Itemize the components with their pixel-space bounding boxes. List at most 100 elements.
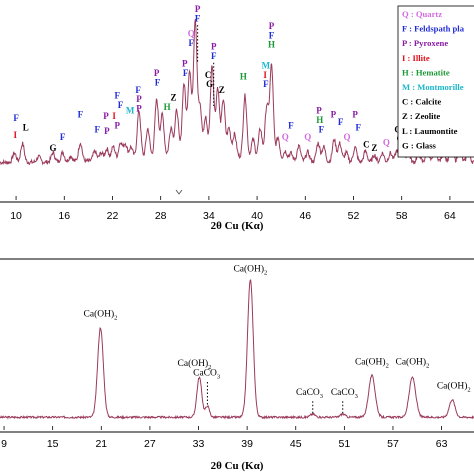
bottom-plot-frame [0,258,474,433]
peak-label-f: F [338,117,344,127]
peak-label-p: P [352,109,358,119]
peak-label-c: C [205,70,212,80]
x-tick-label: 10 [10,210,22,222]
legend-entry-p: P : Pyroxene [402,38,448,48]
legend-entry-f: F : Feldspath pla [402,24,465,34]
bottom-xrd-trace [0,278,474,420]
x-tick-label: 9 [1,438,7,450]
peak-label-compound: CaCO3 [331,388,358,400]
peak-label-z: Z [371,143,377,153]
peak-label-compound: Ca(OH)2 [233,264,267,277]
peak-label-p: P [316,106,322,116]
peak-label-i: I [263,70,267,80]
bottom-x-axis-label: 2θ Cu (Kα) [211,460,264,472]
peak-label-f: F [13,113,19,123]
legend-entry-c: C : Calcite [402,97,441,107]
x-tick-label: 51 [339,438,351,450]
x-tick-label: 33 [193,438,205,450]
peak-label-p: P [103,111,109,121]
x-tick-label: 58 [396,210,408,222]
peak-label-f: F [263,79,269,89]
peak-label-p: P [136,94,142,104]
x-tick-label: 34 [203,210,215,222]
peak-label-f: F [288,121,294,131]
peak-label-i: I [112,111,116,121]
peak-label-m: M [126,106,135,116]
peak-label-p: P [269,21,275,31]
x-tick-label: 64 [444,210,456,222]
peak-label-f: F [183,68,189,78]
top-peak-labels: FILGFFFPPIFFPMFPPPFHZPFQFPFPFCGZHPFHMIFQ… [13,4,469,195]
peak-label-f: F [211,51,217,61]
x-tick-label: 27 [144,438,156,450]
peak-label-f: F [60,132,66,142]
peak-label-compound: Ca(OH)2 [437,380,471,393]
peak-label-c: C [363,139,370,149]
baseline-marker [175,189,183,195]
peak-label-p: P [182,59,188,69]
legend-entry-g: G : Glass [402,140,437,150]
peak-label-compound: Ca(OH)2 [178,358,212,371]
peak-label-i: I [14,130,18,140]
peak-label-h: H [240,72,247,82]
legend-entry-m: M : Montmorille [402,82,464,92]
legend-entry-h: H : Hematite [402,67,450,77]
peak-label-z: Z [171,92,177,102]
peak-label-q: Q [304,132,311,142]
x-tick-label: 45 [290,438,302,450]
peak-label-compound: CaCO3 [193,369,220,381]
x-tick-label: 63 [436,438,448,450]
top-x-ticks: 10 16 22 28 34 40 46 52 58 64 [10,196,456,222]
x-tick-label: 52 [348,210,360,222]
peak-label-f: F [188,38,194,48]
peak-label-f: F [78,109,84,119]
legend-entry-q: Q : Quartz [402,9,442,19]
legend-entry-l: L : Laumontite [402,126,458,136]
x-tick-label: 40 [251,210,263,222]
peak-label-f: F [269,30,275,40]
peak-label-l: L [23,122,29,132]
peak-label-f: F [155,77,161,87]
peak-label-q: Q [188,28,195,38]
x-tick-label: 46 [299,210,311,222]
peak-label-p: P [195,4,201,14]
peak-label-f: F [135,85,141,95]
x-tick-label: 15 [47,438,59,450]
peak-label-h: H [164,102,171,112]
peak-label-q: Q [344,132,351,142]
peak-label-f: F [319,124,325,134]
legend-box [397,5,474,158]
peak-label-p: P [104,126,110,136]
peak-label-f: F [118,100,124,110]
bottom-x-ticks: 9 15 21 27 33 39 45 51 57 63 [1,426,448,450]
peak-label-p: P [154,68,160,78]
top-plot-frame [0,201,474,203]
peak-label-p: P [211,42,217,52]
peak-label-h: H [316,115,323,125]
peak-label-compound: CaCO3 [296,388,323,400]
x-tick-label: 21 [95,438,107,450]
peak-label-f: F [195,13,201,23]
peak-label-q: Q [282,132,289,142]
x-tick-label: 16 [58,210,70,222]
peak-label-f: F [356,122,362,132]
peak-label-g: G [206,79,213,89]
top-dotted-markers [197,25,215,106]
peak-label-p: P [136,104,142,114]
peak-label-f: F [94,124,100,134]
top-xrd-trace [0,18,474,166]
peak-label-z: Z [219,85,225,95]
top-x-axis-label: 2θ Cu (Kα) [211,220,264,232]
x-tick-label: 39 [241,438,253,450]
legend-entry-z: Z : Zeolite [402,111,440,121]
x-tick-label: 22 [107,210,119,222]
peak-label-compound: Ca(OH)2 [395,356,429,369]
peak-label-f: F [115,90,121,100]
peak-label-g: G [50,143,57,153]
peak-label-h: H [268,40,275,50]
legend-entry-i: I : Illite [402,53,430,63]
peak-label-p: P [331,109,337,119]
peak-label-compound: Ca(OH)2 [355,356,389,369]
